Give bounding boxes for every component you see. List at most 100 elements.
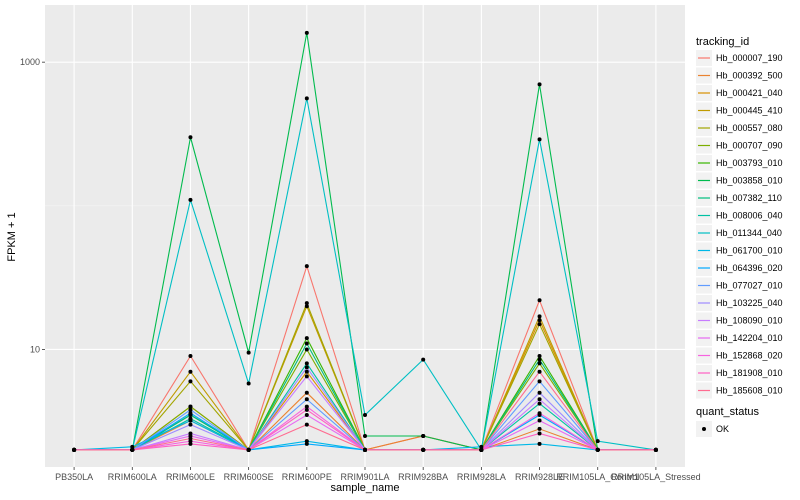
legend-label: Hb_000392_500 xyxy=(716,71,783,81)
data-point xyxy=(304,361,309,366)
data-point xyxy=(537,441,542,446)
data-point xyxy=(595,447,600,452)
shape-legend-point xyxy=(702,427,706,431)
x-tick-label: RRIM928LA xyxy=(457,472,506,482)
legend-label: Hb_011344_040 xyxy=(716,228,782,238)
data-point xyxy=(304,336,309,341)
legend-label: Hb_000707_090 xyxy=(716,141,783,151)
data-point xyxy=(188,436,193,441)
data-point xyxy=(304,404,309,409)
data-point xyxy=(188,369,193,374)
data-point xyxy=(188,418,193,423)
data-point xyxy=(304,347,309,352)
data-point xyxy=(188,441,193,446)
legend-label: Hb_152868_020 xyxy=(716,351,783,361)
data-point xyxy=(304,264,309,269)
data-point xyxy=(537,411,542,416)
x-tick-label: RRIM600LA xyxy=(108,472,157,482)
data-point xyxy=(304,390,309,395)
x-tick-label: RRIM600SE xyxy=(224,472,274,482)
legend-label: Hb_077027_010 xyxy=(716,281,783,291)
legend-label: Hb_000445_410 xyxy=(716,106,783,116)
x-tick-label: RRIM928BA xyxy=(398,472,448,482)
data-point xyxy=(188,422,193,427)
data-point xyxy=(188,411,193,416)
y-tick-label: 10 xyxy=(30,344,40,354)
legend-label: Hb_000007_190 xyxy=(716,53,783,63)
data-point xyxy=(188,379,193,384)
data-point xyxy=(304,439,309,444)
data-point xyxy=(537,314,542,319)
legend-label: Hb_061700_010 xyxy=(716,246,783,256)
data-point xyxy=(421,357,426,362)
data-point xyxy=(537,137,542,142)
data-point xyxy=(537,369,542,374)
x-tick-label: RRIM105LA_Stressed xyxy=(611,472,701,482)
data-point xyxy=(537,426,542,431)
shape-legend-label: OK xyxy=(716,424,729,434)
legend-label: Hb_108090_010 xyxy=(716,316,783,326)
data-point xyxy=(72,447,77,452)
data-point xyxy=(304,412,309,417)
data-point xyxy=(537,379,542,384)
x-tick-label: RRIM901LA xyxy=(340,472,389,482)
x-axis-title: sample_name xyxy=(330,482,399,494)
series-points xyxy=(72,30,658,452)
x-tick-label: RRIM105LA_Control xyxy=(556,472,639,482)
data-point xyxy=(363,412,367,417)
data-point xyxy=(537,390,542,395)
data-point xyxy=(304,369,309,374)
y-axis: 10 1000 xyxy=(20,57,45,354)
legend-label: Hb_103225_040 xyxy=(716,298,783,308)
data-point xyxy=(537,357,542,362)
data-point xyxy=(595,439,600,444)
legend-label: Hb_064396_020 xyxy=(716,263,783,273)
data-point xyxy=(537,322,542,327)
data-point xyxy=(188,404,193,409)
legend-label: Hb_185608_010 xyxy=(716,386,783,396)
data-point xyxy=(421,447,426,452)
data-point xyxy=(537,431,542,436)
data-point xyxy=(363,433,367,438)
data-point xyxy=(304,407,309,412)
legend-label: Hb_008006_040 xyxy=(716,211,783,221)
data-point xyxy=(421,433,426,438)
data-point xyxy=(304,96,309,101)
legend-label: Hb_000421_040 xyxy=(716,88,783,98)
data-point xyxy=(304,397,309,402)
data-point xyxy=(246,350,251,355)
data-point xyxy=(537,401,542,406)
legend-label: Hb_007382_110 xyxy=(716,193,782,203)
data-point xyxy=(188,135,193,140)
data-point xyxy=(537,354,542,359)
legend-label: Hb_181908_010 xyxy=(716,368,783,378)
data-point xyxy=(537,318,542,323)
data-point xyxy=(130,444,135,449)
data-point xyxy=(479,447,484,452)
data-point xyxy=(479,444,484,449)
x-tick-label: RRIM600PE xyxy=(282,472,332,482)
data-point xyxy=(537,361,542,366)
data-point xyxy=(363,447,367,452)
data-point xyxy=(304,422,309,427)
data-point xyxy=(537,82,542,87)
data-point xyxy=(304,374,309,379)
data-point xyxy=(304,365,309,370)
data-point xyxy=(304,301,309,306)
legend: tracking_id quant_status Hb_000007_190 Hb… xyxy=(696,36,783,437)
y-tick-label: 1000 xyxy=(20,57,40,67)
data-point xyxy=(246,447,251,452)
legend-label: Hb_000557_080 xyxy=(716,123,783,133)
data-point xyxy=(304,341,309,346)
data-point xyxy=(304,304,309,309)
legend-label: Hb_003793_010 xyxy=(716,158,783,168)
data-point xyxy=(537,298,542,303)
data-point xyxy=(188,354,193,359)
x-tick-label: RRIM600LE xyxy=(166,472,215,482)
legend-label: Hb_142204_010 xyxy=(716,333,783,343)
data-point xyxy=(304,441,309,446)
shape-legend-title: quant_status xyxy=(696,406,759,418)
x-axis: PB350LA RRIM600LA RRIM600LE RRIM600SE RRIM60… xyxy=(55,467,701,482)
data-point xyxy=(246,381,251,386)
